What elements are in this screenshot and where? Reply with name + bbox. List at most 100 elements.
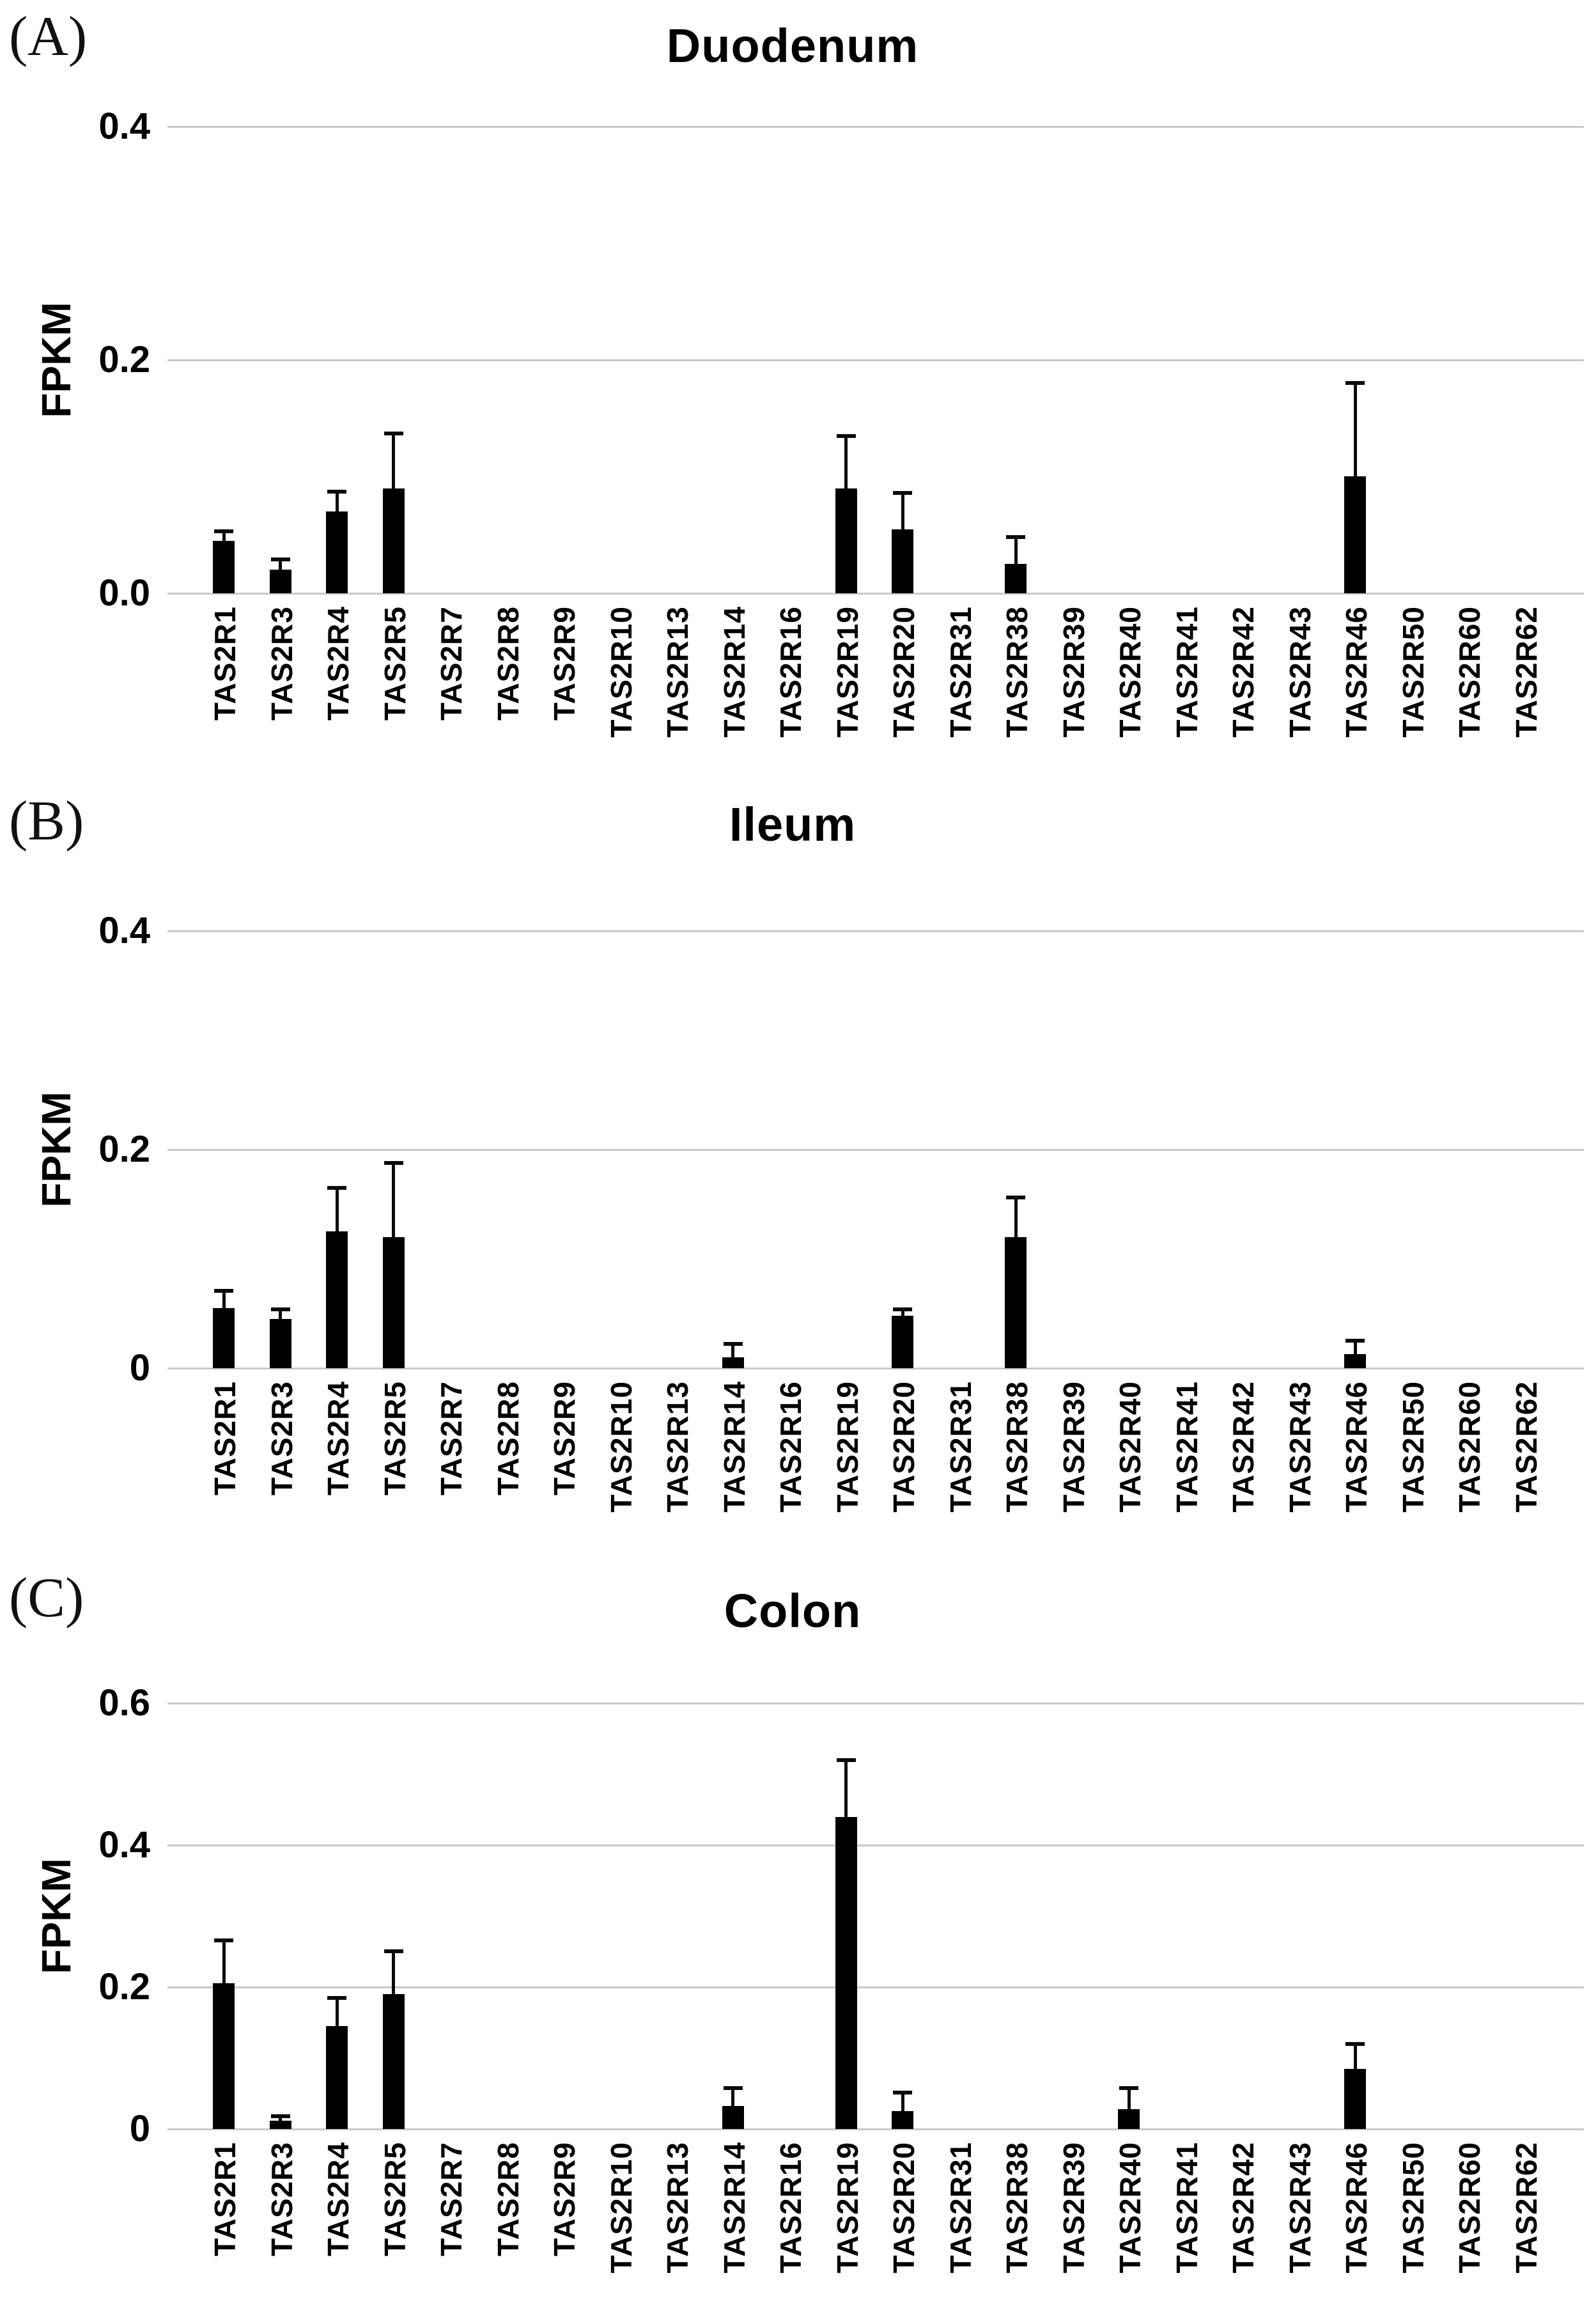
x-tick-label-TAS2R41: TAS2R41 xyxy=(1170,606,1204,738)
x-tick-label-TAS2R5: TAS2R5 xyxy=(378,1381,412,1495)
x-tick-label-TAS2R3: TAS2R3 xyxy=(265,606,298,721)
x-tick-label-TAS2R16: TAS2R16 xyxy=(774,1381,807,1513)
y-tick-label-0.4: 0.4 xyxy=(98,105,150,147)
error-bar-TAS2R1 xyxy=(222,1940,226,1983)
x-tick-label-TAS2R62: TAS2R62 xyxy=(1510,2142,1543,2273)
x-tick-label-TAS2R19: TAS2R19 xyxy=(831,2142,864,2273)
x-tick-label-TAS2R41: TAS2R41 xyxy=(1170,2142,1204,2273)
x-tick-label-TAS2R9: TAS2R9 xyxy=(548,606,581,721)
x-tick-label-TAS2R10: TAS2R10 xyxy=(605,606,638,738)
error-bar-cap-TAS2R5 xyxy=(384,432,403,435)
error-bar-cap-TAS2R3 xyxy=(271,1307,290,1311)
x-tick-label-TAS2R1: TAS2R1 xyxy=(208,1381,242,1495)
bar-TAS2R1 xyxy=(213,541,235,593)
error-bar-cap-TAS2R19 xyxy=(837,1758,856,1762)
bar-TAS2R4 xyxy=(326,511,348,593)
x-tick-label-TAS2R10: TAS2R10 xyxy=(605,1381,638,1513)
error-bar-cap-TAS2R3 xyxy=(271,2114,290,2118)
x-tick-label-TAS2R19: TAS2R19 xyxy=(831,1381,864,1513)
bar-TAS2R40 xyxy=(1118,2109,1140,2129)
chart-title-colon: Colon xyxy=(724,1584,862,1637)
y-tick-label-0.0: 0.0 xyxy=(98,572,150,614)
x-tick-label-TAS2R16: TAS2R16 xyxy=(774,2142,807,2273)
error-bar-cap-TAS2R19 xyxy=(837,434,856,438)
x-tick-label-TAS2R43: TAS2R43 xyxy=(1283,1381,1317,1513)
bar-TAS2R46 xyxy=(1344,2069,1366,2129)
error-bar-TAS2R4 xyxy=(336,1998,339,2026)
bar-TAS2R1 xyxy=(213,1983,235,2129)
x-tick-label-TAS2R43: TAS2R43 xyxy=(1283,606,1317,738)
error-bar-TAS2R19 xyxy=(844,436,848,488)
x-tick-label-TAS2R14: TAS2R14 xyxy=(718,606,751,738)
error-bar-cap-TAS2R20 xyxy=(893,491,912,495)
bar-TAS2R1 xyxy=(213,1308,235,1368)
x-tick-label-TAS2R38: TAS2R38 xyxy=(1000,1381,1034,1513)
error-bar-cap-TAS2R1 xyxy=(214,529,233,533)
x-tick-label-TAS2R40: TAS2R40 xyxy=(1113,2142,1147,2273)
y-tick-label-0.2: 0.2 xyxy=(98,339,150,380)
x-tick-label-TAS2R50: TAS2R50 xyxy=(1397,1381,1430,1513)
error-bar-cap-TAS2R3 xyxy=(271,558,290,561)
y-tick-label-0.4: 0.4 xyxy=(98,1824,150,1866)
bar-TAS2R38 xyxy=(1005,564,1027,593)
x-tick-label-TAS2R3: TAS2R3 xyxy=(265,2142,298,2256)
x-tick-label-TAS2R9: TAS2R9 xyxy=(548,1381,581,1495)
x-tick-label-TAS2R60: TAS2R60 xyxy=(1453,2142,1486,2273)
x-tick-label-TAS2R13: TAS2R13 xyxy=(661,606,694,738)
error-bar-TAS2R46 xyxy=(1354,2044,1357,2069)
gridline-0.4 xyxy=(167,1844,1584,1846)
error-bar-cap-TAS2R5 xyxy=(384,1949,403,1953)
x-tick-label-TAS2R4: TAS2R4 xyxy=(322,1381,355,1495)
x-tick-label-TAS2R13: TAS2R13 xyxy=(661,2142,694,2273)
chart-title-ileum: Ileum xyxy=(729,798,857,851)
error-bar-cap-TAS2R14 xyxy=(724,2086,743,2090)
bar-TAS2R46 xyxy=(1344,476,1366,593)
gridline-0.4 xyxy=(167,930,1584,932)
error-bar-TAS2R20 xyxy=(901,1309,904,1316)
gridline-0.2 xyxy=(167,359,1584,361)
gridline-0.2 xyxy=(167,1986,1584,1988)
x-tick-label-TAS2R31: TAS2R31 xyxy=(944,606,977,738)
error-bar-cap-TAS2R4 xyxy=(327,1996,346,2000)
y-tick-label-0.4: 0.4 xyxy=(98,910,150,951)
x-tick-label-TAS2R38: TAS2R38 xyxy=(1000,2142,1034,2273)
error-bar-TAS2R5 xyxy=(392,433,395,488)
error-bar-TAS2R46 xyxy=(1354,1341,1357,1354)
x-tick-label-TAS2R8: TAS2R8 xyxy=(492,606,525,721)
x-tick-label-TAS2R62: TAS2R62 xyxy=(1510,606,1543,738)
error-bar-TAS2R40 xyxy=(1128,2088,1131,2109)
x-tick-label-TAS2R9: TAS2R9 xyxy=(548,2142,581,2256)
error-bar-TAS2R14 xyxy=(731,1344,734,1357)
x-tick-label-TAS2R42: TAS2R42 xyxy=(1227,606,1260,738)
x-tick-label-TAS2R42: TAS2R42 xyxy=(1227,1381,1260,1513)
x-tick-label-TAS2R41: TAS2R41 xyxy=(1170,1381,1204,1513)
x-tick-label-TAS2R31: TAS2R31 xyxy=(944,2142,977,2273)
error-bar-TAS2R1 xyxy=(222,531,226,541)
x-tick-label-TAS2R40: TAS2R40 xyxy=(1113,606,1147,738)
error-bar-cap-TAS2R46 xyxy=(1345,2042,1365,2046)
error-bar-TAS2R3 xyxy=(279,559,282,570)
y-tick-label-0.2: 0.2 xyxy=(98,1128,150,1170)
error-bar-TAS2R3 xyxy=(279,1309,282,1319)
x-tick-label-TAS2R38: TAS2R38 xyxy=(1000,606,1034,738)
panel-letter-b: (B) xyxy=(9,790,84,852)
x-tick-label-TAS2R46: TAS2R46 xyxy=(1340,606,1373,738)
x-tick-label-TAS2R20: TAS2R20 xyxy=(887,2142,920,2273)
bar-TAS2R3 xyxy=(270,570,291,593)
bar-TAS2R19 xyxy=(835,1817,857,2129)
x-tick-label-TAS2R19: TAS2R19 xyxy=(831,606,864,738)
error-bar-cap-TAS2R1 xyxy=(214,1938,233,1942)
y-tick-label-0: 0 xyxy=(129,1347,150,1389)
error-bar-TAS2R14 xyxy=(731,2088,734,2106)
bar-TAS2R4 xyxy=(326,1231,348,1368)
error-bar-TAS2R4 xyxy=(336,1188,339,1231)
x-tick-label-TAS2R7: TAS2R7 xyxy=(435,1381,468,1495)
bar-TAS2R14 xyxy=(722,2106,744,2129)
x-tick-label-TAS2R14: TAS2R14 xyxy=(718,1381,751,1513)
x-tick-label-TAS2R4: TAS2R4 xyxy=(322,2142,355,2256)
x-tick-label-TAS2R7: TAS2R7 xyxy=(435,606,468,721)
x-tick-label-TAS2R60: TAS2R60 xyxy=(1453,606,1486,738)
bar-TAS2R20 xyxy=(892,1316,913,1368)
error-bar-cap-TAS2R40 xyxy=(1119,2086,1138,2090)
panel-letter-c: (C) xyxy=(9,1567,84,1629)
